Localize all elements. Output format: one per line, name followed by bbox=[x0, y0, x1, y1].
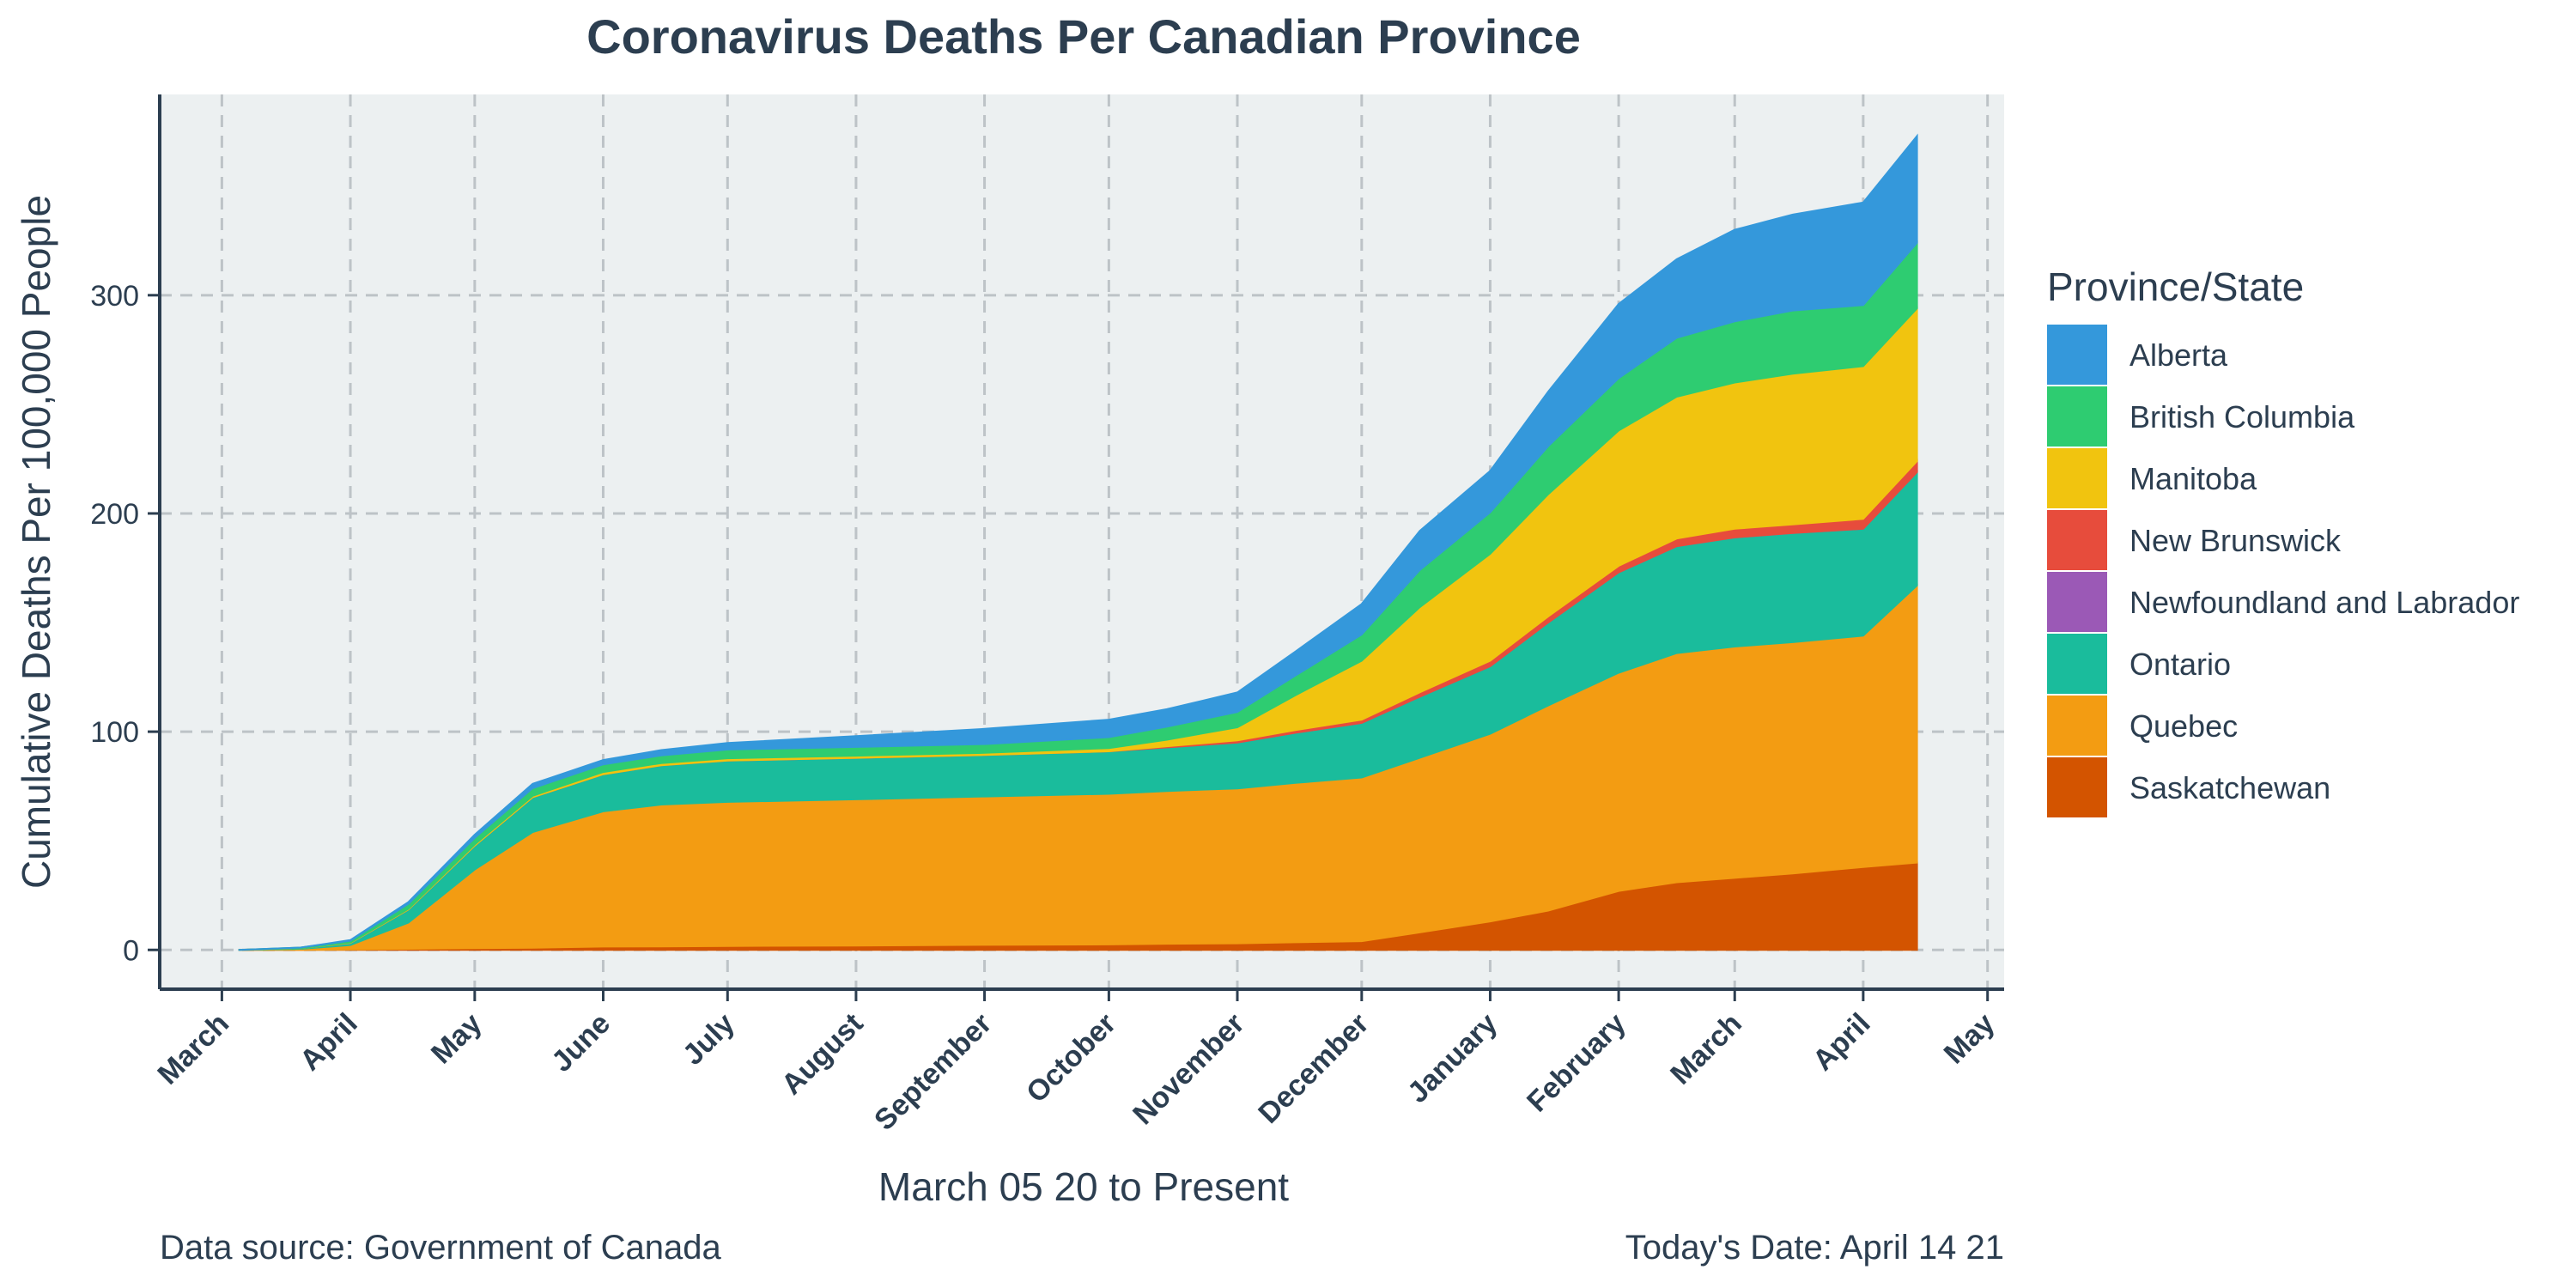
legend-swatch-newfoundland-and-labrador bbox=[2047, 572, 2107, 632]
stacked-areas bbox=[238, 133, 1918, 951]
axes bbox=[158, 94, 2004, 991]
y-tick-label: 300 bbox=[90, 280, 139, 313]
x-tick-label: January bbox=[1401, 1007, 1504, 1109]
legend-swatch-alberta bbox=[2047, 325, 2107, 385]
x-tick-label: November bbox=[1127, 1007, 1250, 1131]
y-axis-ticks: 0 100 200 300 bbox=[90, 280, 160, 967]
y-axis-label: Cumulative Deaths Per 100,000 People bbox=[14, 195, 58, 889]
legend-label-ontario: Ontario bbox=[2129, 647, 2231, 682]
legend-swatch-british-columbia bbox=[2047, 386, 2107, 447]
x-tick-label: October bbox=[1020, 1007, 1122, 1109]
x-tick-label: December bbox=[1252, 1007, 1375, 1130]
x-tick-label: July bbox=[677, 1007, 741, 1072]
y-tick-label: 200 bbox=[90, 498, 139, 531]
y-tick-label: 0 bbox=[123, 934, 139, 967]
x-tick-label: May bbox=[425, 1007, 489, 1071]
legend-label-newfoundland-and-labrador: Newfoundland and Labrador bbox=[2129, 585, 2519, 620]
legend-items: Alberta British Columbia Manitoba New Bruns… bbox=[2047, 325, 2519, 817]
legend-swatch-manitoba bbox=[2047, 448, 2107, 508]
x-tick-label: September bbox=[868, 1007, 998, 1137]
legend-label-alberta: Alberta bbox=[2129, 337, 2228, 373]
legend-title: Province/State bbox=[2047, 264, 2304, 309]
legend-swatch-new-brunswick bbox=[2047, 510, 2107, 570]
x-tick-label: April bbox=[1807, 1007, 1877, 1078]
legend-label-british-columbia: British Columbia bbox=[2129, 399, 2355, 434]
area-alberta bbox=[238, 133, 1918, 951]
x-tick-label: August bbox=[775, 1007, 870, 1102]
x-tick-label: June bbox=[545, 1007, 617, 1078]
legend-swatch-saskatchewan bbox=[2047, 757, 2107, 817]
legend-label-saskatchewan: Saskatchewan bbox=[2129, 770, 2330, 805]
legend-swatch-quebec bbox=[2047, 696, 2107, 756]
x-tick-label: March bbox=[151, 1007, 235, 1091]
legend: Province/State Alberta British Columbia Ma… bbox=[2047, 264, 2519, 817]
x-tick-label: March bbox=[1664, 1007, 1748, 1091]
caption-data-source: Data source: Government of Canada bbox=[160, 1229, 721, 1267]
x-axis-label: March 05 20 to Present bbox=[878, 1164, 1289, 1209]
y-tick-label: 100 bbox=[90, 716, 139, 749]
x-tick-label: May bbox=[1938, 1007, 2002, 1071]
legend-label-manitoba: Manitoba bbox=[2129, 461, 2257, 496]
caption-todays-date: Today's Date: April 14 21 bbox=[1625, 1229, 2004, 1267]
legend-label-quebec: Quebec bbox=[2129, 708, 2238, 744]
x-tick-label: February bbox=[1521, 1007, 1632, 1119]
legend-label-new-brunswick: New Brunswick bbox=[2129, 523, 2342, 558]
x-tick-label: April bbox=[294, 1007, 364, 1078]
legend-swatch-ontario bbox=[2047, 634, 2107, 694]
chart-title: Coronavirus Deaths Per Canadian Province bbox=[586, 9, 1581, 64]
